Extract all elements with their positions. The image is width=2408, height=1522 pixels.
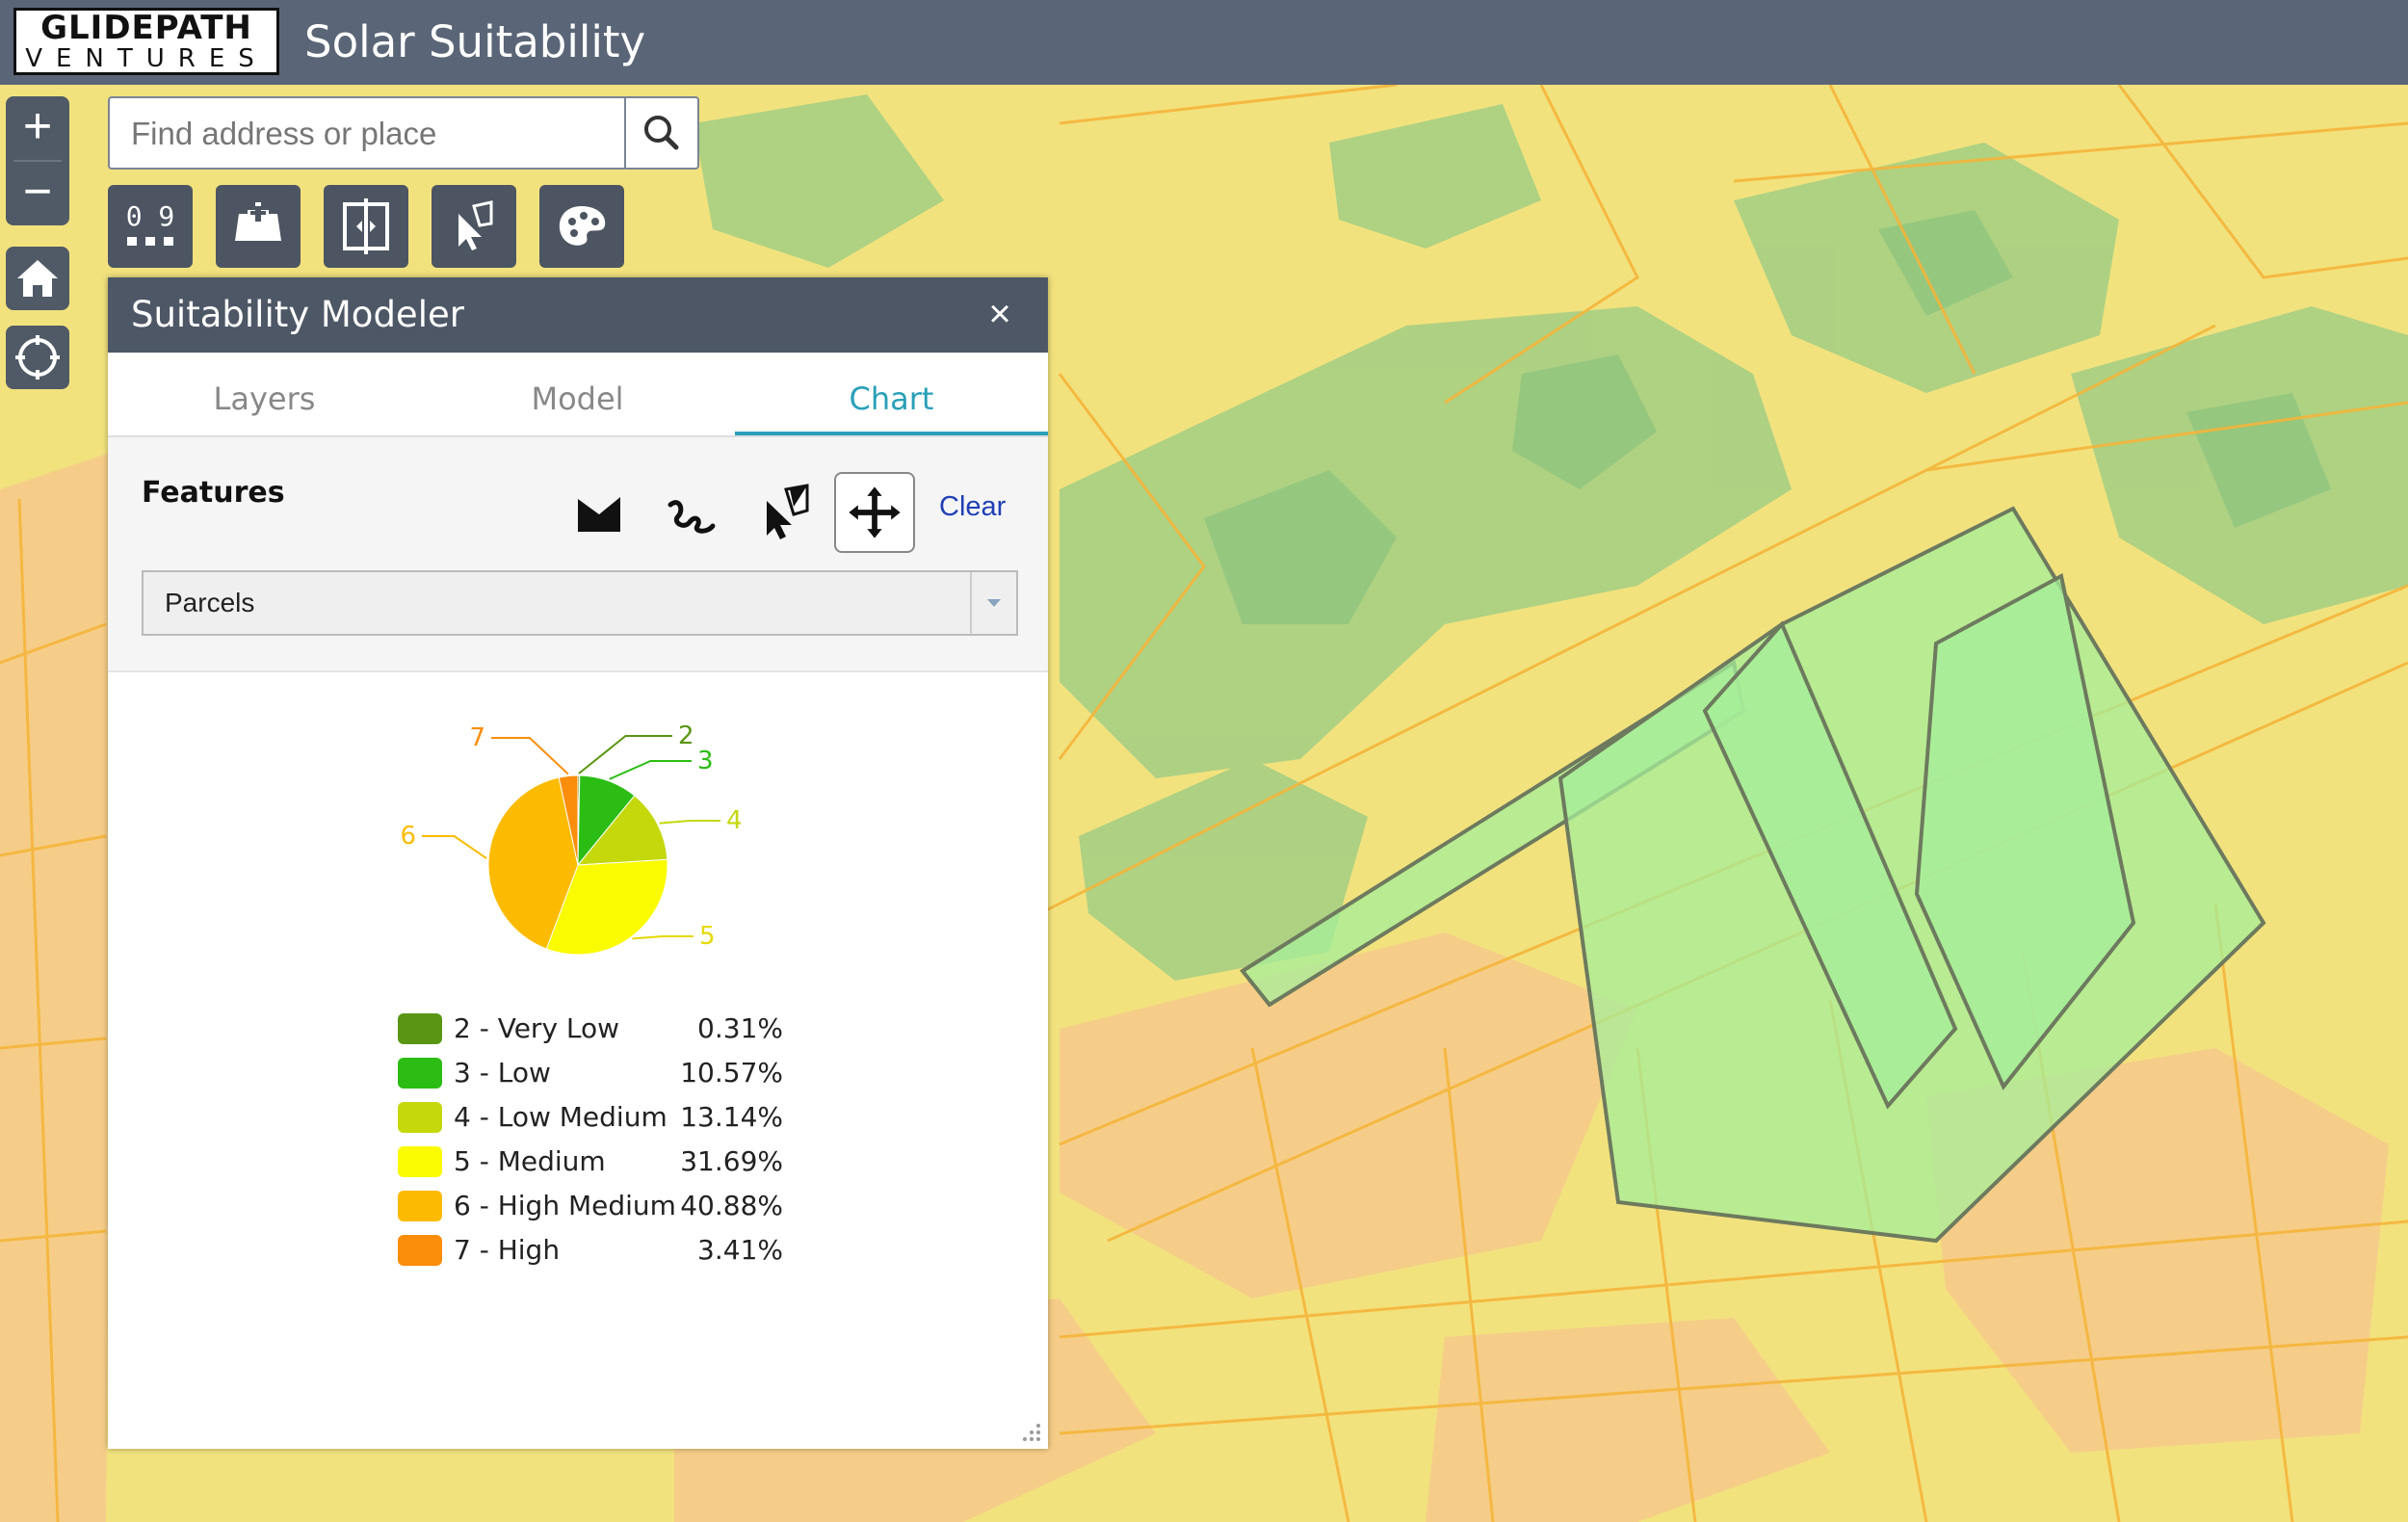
legend-row: 5 - Medium 31.69% — [398, 1142, 783, 1187]
palette-icon — [559, 206, 606, 246]
pie-label-6: 6 — [400, 822, 416, 851]
legend-value: 3.41% — [697, 1234, 783, 1266]
chevron-down-icon — [970, 572, 1016, 634]
pie-label-3: 3 — [697, 747, 714, 775]
legend-value: 13.14% — [680, 1101, 783, 1133]
tab-layers[interactable]: Layers — [213, 380, 316, 417]
select-features-button[interactable] — [744, 472, 824, 553]
zoom-in-button[interactable]: + — [22, 98, 53, 154]
legend-row: 3 - Low 10.57% — [398, 1054, 783, 1098]
legend-value: 40.88% — [680, 1190, 783, 1221]
clear-link[interactable]: Clear — [939, 491, 1007, 522]
legend-label: 5 - Medium — [454, 1145, 606, 1177]
tab-model[interactable]: Model — [531, 380, 624, 417]
layer-select-value: Parcels — [165, 588, 255, 617]
map-selected-parcels — [1240, 506, 2266, 1244]
coordinates-tool-button[interactable]: 0 9 — [108, 185, 193, 268]
legend-row: 7 - High 3.41% — [398, 1231, 783, 1275]
logo-line-2: VENTURES — [25, 44, 268, 73]
legend-label: 2 - Very Low — [454, 1012, 620, 1044]
select-tool-button[interactable] — [432, 185, 516, 268]
select-features-icon — [767, 484, 809, 539]
legend-swatch — [398, 1013, 442, 1044]
search-icon — [644, 116, 679, 150]
pie-slice-7[interactable] — [558, 774, 579, 866]
legend-label: 6 - High Medium — [454, 1190, 676, 1221]
draw-freehand-button[interactable] — [651, 472, 732, 553]
map-dark-green-zones — [1204, 210, 2331, 624]
legend-value: 31.69% — [680, 1145, 783, 1177]
add-data-tool-button[interactable] — [216, 185, 301, 268]
pie-slice-4[interactable] — [576, 795, 668, 866]
legend-label: 3 - Low — [454, 1057, 551, 1089]
pie-label-7: 7 — [469, 723, 485, 752]
search-button[interactable] — [624, 98, 697, 168]
home-button[interactable] — [6, 247, 69, 310]
coordinates-icon: 0 9 — [126, 200, 175, 246]
panel-header: Suitability Modeler × — [108, 277, 1048, 353]
locate-button[interactable] — [6, 326, 69, 389]
logo-line-1: GLIDEPATH — [40, 9, 252, 47]
pie-slice-6[interactable] — [487, 776, 579, 950]
add-layer-icon — [235, 202, 281, 241]
resize-grip-icon[interactable] — [1021, 1422, 1042, 1443]
panel-tabs: Layers Model Chart — [108, 353, 1048, 437]
pie-leader-line-4 — [659, 820, 720, 825]
pie-leader-line-7 — [491, 737, 569, 775]
legend-row: 2 - Very Low 0.31% — [398, 1010, 783, 1054]
pie-label-4: 4 — [726, 806, 743, 835]
glidepath-logo: GLIDEPATH VENTURES — [13, 8, 279, 75]
legend-row: 6 - High Medium 40.88% — [398, 1187, 783, 1231]
legend-swatch — [398, 1102, 442, 1133]
legend-swatch — [398, 1191, 442, 1221]
legend-label: 7 - High — [454, 1234, 561, 1266]
features-section: Features Clear Parcels — [108, 437, 1048, 672]
layer-select[interactable]: Parcels — [142, 570, 1018, 636]
zoom-out-button[interactable]: − — [22, 164, 53, 220]
swipe-tool-button[interactable] — [324, 185, 408, 268]
search-box — [108, 96, 699, 170]
legend-label: 4 - Low Medium — [454, 1101, 667, 1133]
pie-leader-line-5 — [632, 935, 694, 940]
pie-chart: 23 4 5 6 7 — [400, 722, 743, 956]
select-cursor-icon — [458, 200, 493, 250]
app-header: GLIDEPATH VENTURES Solar Suitability — [0, 0, 2408, 85]
freehand-icon — [667, 500, 716, 534]
panel-title: Suitability Modeler — [131, 294, 464, 335]
search-input[interactable] — [129, 110, 634, 158]
swipe-icon — [343, 198, 389, 254]
polygon-icon — [578, 497, 620, 532]
zoom-divider — [13, 160, 62, 162]
legend-value: 0.31% — [697, 1012, 783, 1044]
pie-leader-line-3 — [609, 760, 692, 780]
features-label: Features — [142, 476, 285, 510]
legend-swatch — [398, 1058, 442, 1089]
symbology-tool-button[interactable] — [539, 185, 624, 268]
pan-button[interactable] — [834, 472, 915, 553]
app-title: Solar Suitability — [304, 16, 646, 67]
legend-swatch — [398, 1235, 442, 1266]
suitability-modeler-panel: Suitability Modeler × Layers Model Chart… — [108, 277, 1048, 1449]
move-arrows-icon — [849, 486, 901, 538]
pie-leader-line-6 — [422, 835, 487, 859]
draw-polygon-button[interactable] — [559, 472, 640, 553]
pie-label-2: 2 — [678, 722, 694, 750]
panel-close-button[interactable]: × — [988, 293, 1011, 335]
legend-value: 10.57% — [680, 1057, 783, 1089]
zoom-control: + − — [6, 96, 69, 225]
pie-leader-line-2 — [578, 735, 672, 774]
tab-chart[interactable]: Chart — [735, 353, 1048, 435]
legend-swatch — [398, 1146, 442, 1177]
pie-slice-5[interactable] — [545, 858, 668, 956]
coordinates-text: 0 9 — [126, 200, 175, 232]
pie-label-5: 5 — [699, 922, 716, 951]
home-icon — [17, 260, 58, 297]
locate-icon — [15, 335, 60, 380]
legend-row: 4 - Low Medium 13.14% — [398, 1098, 783, 1142]
